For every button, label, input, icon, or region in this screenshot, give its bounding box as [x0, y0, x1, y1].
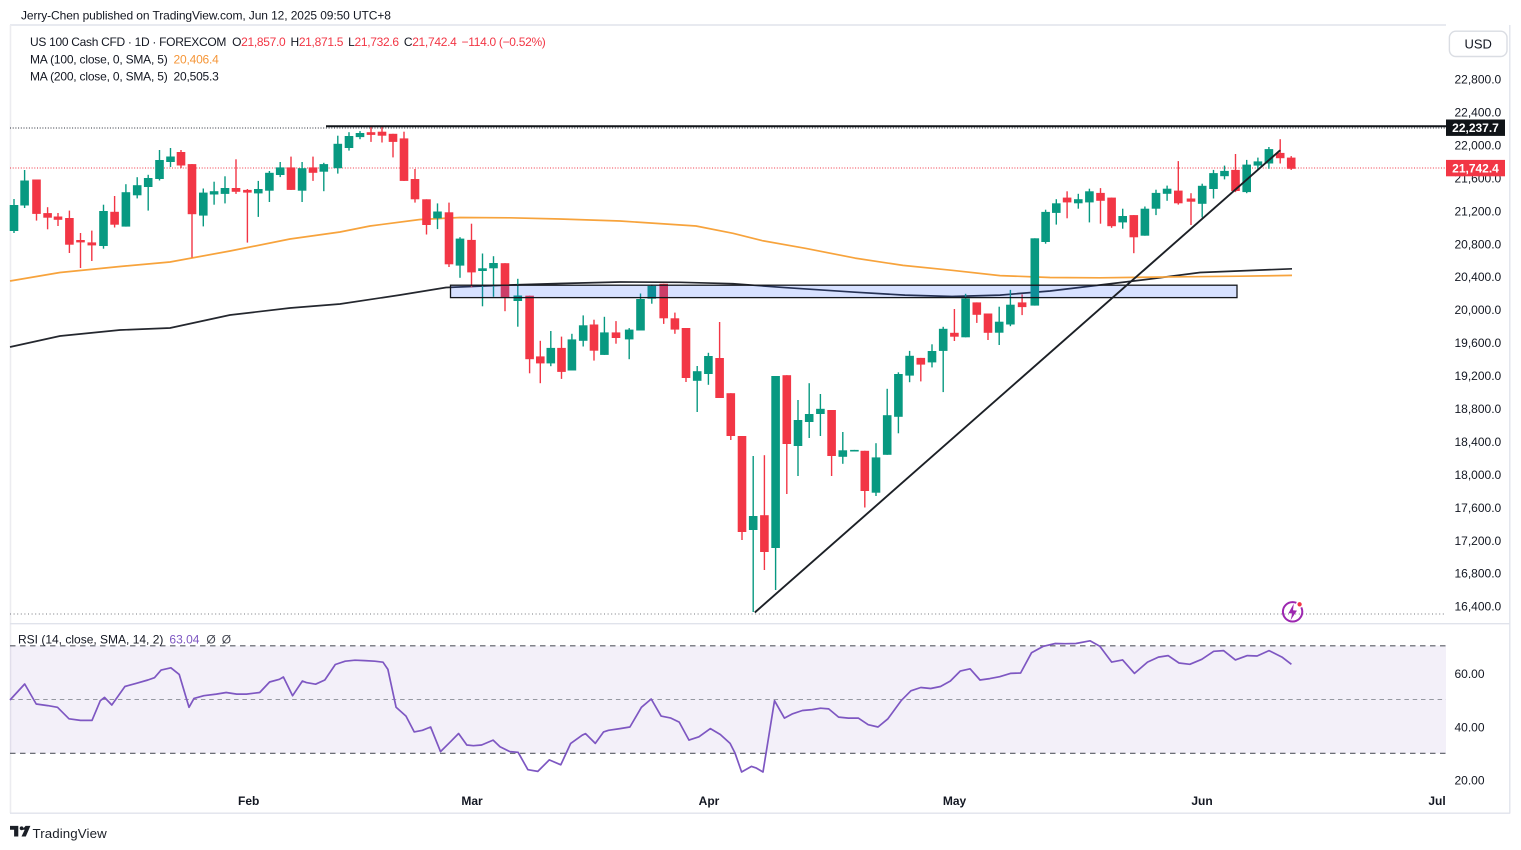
- svg-text:19,600.0: 19,600.0: [1455, 336, 1502, 350]
- svg-text:18,800.0: 18,800.0: [1455, 402, 1502, 416]
- svg-text:18,400.0: 18,400.0: [1455, 435, 1502, 449]
- svg-text:18,000.0: 18,000.0: [1455, 468, 1502, 482]
- svg-text:20,000.0: 20,000.0: [1455, 303, 1502, 317]
- svg-text:USD: USD: [1464, 37, 1491, 52]
- svg-text:20.00: 20.00: [1455, 773, 1485, 787]
- svg-text:60.00: 60.00: [1455, 667, 1485, 681]
- svg-text:Apr: Apr: [699, 794, 720, 808]
- svg-text:40.00: 40.00: [1455, 721, 1485, 735]
- svg-text:TradingView: TradingView: [33, 826, 108, 841]
- svg-text:16,800.0: 16,800.0: [1455, 567, 1502, 581]
- svg-text:Jul: Jul: [1428, 794, 1445, 808]
- svg-text:22,400.0: 22,400.0: [1455, 106, 1502, 120]
- svg-text:Jerry-Chen published on Tradin: Jerry-Chen published on TradingView.com,…: [21, 9, 391, 23]
- svg-text:16,400.0: 16,400.0: [1455, 600, 1502, 614]
- svg-text:MA (100, close, 0, SMA, 5)20,4: MA (100, close, 0, SMA, 5) 20,406.4: [30, 53, 219, 67]
- svg-text:21,200.0: 21,200.0: [1455, 204, 1502, 218]
- svg-text:22,800.0: 22,800.0: [1455, 73, 1502, 87]
- svg-text:RSI (14, close, SMA, 14, 2)63.: RSI (14, close, SMA, 14, 2) 63.04 Ø Ø: [18, 633, 231, 647]
- svg-text:22,237.7: 22,237.7: [1452, 121, 1499, 135]
- svg-text:21,742.4: 21,742.4: [1452, 162, 1499, 176]
- svg-text:20,800.0: 20,800.0: [1455, 237, 1502, 251]
- svg-text:19,200.0: 19,200.0: [1455, 369, 1502, 383]
- svg-text:22,000.0: 22,000.0: [1455, 139, 1502, 153]
- svg-text:Mar: Mar: [461, 794, 483, 808]
- svg-text:MA (200, close, 0, SMA, 5)20,5: MA (200, close, 0, SMA, 5) 20,505.3: [30, 70, 219, 84]
- svg-text:17,600.0: 17,600.0: [1455, 501, 1502, 515]
- svg-text:US 100 Cash CFD · 1D · FOREXCO: US 100 Cash CFD · 1D · FOREXCOM O21,857.0…: [30, 35, 546, 49]
- svg-text:20,400.0: 20,400.0: [1455, 270, 1502, 284]
- svg-text:May: May: [943, 794, 967, 808]
- svg-text:Feb: Feb: [238, 794, 259, 808]
- svg-text:17,200.0: 17,200.0: [1455, 534, 1502, 548]
- svg-text:Jun: Jun: [1191, 794, 1212, 808]
